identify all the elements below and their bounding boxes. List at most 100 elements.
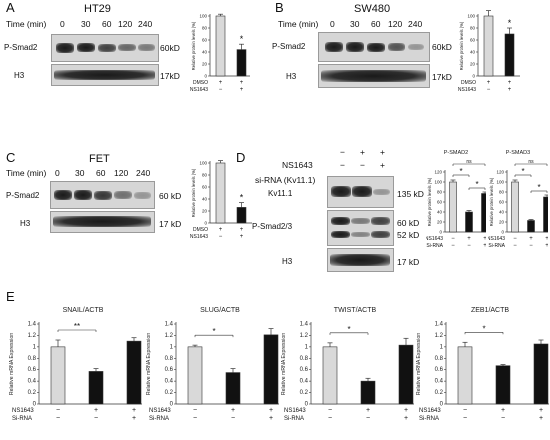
chart-a-bar: Relative protein levels (%) 0 20 40 60 80 100 *…: [190, 14, 250, 93]
y-axis-label: Relative protein levels (%): [427, 177, 432, 226]
y-axis-label: Relative mRNA Expression: [9, 333, 15, 395]
condition-mark: +: [508, 87, 512, 93]
panel-c-row-h3: H3: [20, 219, 31, 228]
chart-title: P-SMAD3: [506, 150, 530, 156]
condition-mark: +: [269, 407, 273, 414]
y-tick-label: 60: [470, 38, 476, 43]
panel-b-time-120: 120: [388, 19, 403, 29]
y-tick-label: 40: [202, 50, 208, 55]
panel-b-time-240: 240: [408, 19, 423, 29]
condition-mark: +: [240, 80, 244, 86]
y-tick-label: 0.6: [28, 367, 37, 373]
bar: [126, 340, 142, 405]
chart-title: TWIST/ACTB: [334, 307, 377, 314]
condition-label: DMSO: [461, 80, 476, 86]
bar: [527, 220, 535, 233]
bar: [215, 162, 226, 224]
condition-mark: −: [463, 407, 467, 414]
panel-b-time-60: 60: [371, 19, 381, 29]
bar: [483, 15, 494, 77]
y-tick-label: 0.6: [300, 367, 309, 373]
y-tick-label: 0: [170, 402, 174, 408]
y-tick-label: 120: [496, 170, 504, 175]
condition-mark: −: [529, 243, 533, 249]
panel-a-kd-60: 60kD: [160, 43, 180, 53]
significance-star: *: [240, 193, 244, 203]
y-tick-label: 0.6: [435, 367, 444, 373]
panel-d-row-psmad23: P-Smad2/3: [252, 222, 293, 231]
y-tick-label: 1: [170, 344, 174, 350]
y-tick-label: 0: [204, 221, 207, 226]
blot-b-h3: [318, 64, 430, 88]
chart-e-zeb1: ZEB1/ACTB Relative mRNA Expression 0 0.2 0.4…: [416, 307, 549, 422]
panel-a-kd-17: 17kD: [160, 71, 180, 81]
chart-b-bar: Relative protein levels (%) 0 20 40 60 80 100 *…: [458, 10, 520, 93]
significance-label: ns: [466, 159, 472, 165]
bar: [88, 371, 104, 405]
chart-e-slug: SLUG/ACTB Relative mRNA Expression 0 0.2 0.4…: [146, 307, 279, 422]
y-tick-label: 100: [467, 14, 475, 19]
panel-a-time-240: 240: [138, 19, 153, 29]
panel-d-kd-52: 52 kD: [397, 230, 420, 240]
condition-label: Si-RNA: [284, 416, 304, 422]
panel-d-mark-si-2: −: [360, 160, 365, 170]
blot-a-h3: [51, 64, 159, 86]
panel-c-time-60: 60: [96, 168, 106, 178]
condition-label: NS1643: [149, 408, 171, 414]
y-tick-label: 40: [470, 50, 476, 55]
condition-label: NS1643: [190, 234, 208, 240]
condition-mark: +: [508, 80, 512, 86]
panel-b-kd-60: 60kD: [432, 42, 452, 52]
y-tick-label: 0.4: [300, 379, 309, 385]
panel-a-time-120: 120: [118, 19, 133, 29]
condition-mark: +: [132, 415, 136, 422]
y-axis-label: Relative protein levels (%): [489, 177, 494, 226]
y-tick-label: 0.4: [165, 379, 174, 385]
y-tick-label: 1.2: [165, 333, 174, 339]
bar: [50, 346, 66, 405]
bar: [504, 33, 515, 77]
condition-label: NS1643: [426, 236, 443, 242]
panel-d-mark-ns-3: +: [380, 147, 385, 157]
panel-b-title: SW480: [354, 3, 391, 15]
blot-c-psmad2: [50, 181, 155, 209]
condition-label: Si-RNA: [488, 243, 505, 249]
y-tick-label: 0: [33, 402, 37, 408]
y-tick-label: 0.8: [300, 356, 309, 362]
condition-mark: +: [240, 87, 244, 93]
significance-label: *: [475, 180, 478, 189]
y-axis-label: Relative protein levels (%): [459, 21, 464, 70]
condition-mark: +: [366, 407, 370, 414]
condition-mark: +: [483, 243, 486, 249]
bar: [533, 343, 549, 405]
y-tick-label: 80: [202, 26, 208, 31]
y-tick-label: 20: [470, 62, 476, 67]
condition-mark: +: [240, 227, 244, 233]
condition-label: DMSO: [193, 227, 208, 233]
condition-mark: +: [529, 236, 533, 242]
panel-b-time-30: 30: [350, 19, 360, 29]
panel-c-kd-17: 17 kD: [159, 219, 182, 229]
significance-label: *: [212, 327, 215, 336]
y-tick-label: 120: [434, 170, 442, 175]
y-tick-label: 100: [434, 180, 442, 185]
chart-title: P-SMAD2: [444, 150, 468, 156]
y-tick-label: 80: [202, 173, 208, 178]
condition-mark: +: [483, 236, 486, 242]
y-tick-label: 1.2: [28, 333, 37, 339]
significance-star: *: [240, 34, 244, 44]
y-tick-label: 100: [199, 161, 207, 166]
blot-b-psmad2: [318, 32, 430, 62]
y-tick-label: 1: [440, 344, 444, 350]
y-tick-label: 0: [440, 402, 444, 408]
panel-letter-b: B: [275, 0, 284, 15]
condition-label: DMSO: [193, 80, 208, 86]
bar: [465, 211, 473, 233]
y-tick-label: 0.8: [28, 356, 37, 362]
condition-mark: +: [467, 236, 471, 242]
y-tick-label: 0: [204, 74, 207, 79]
panel-c-row-psmad2: P-Smad2: [6, 191, 40, 200]
significance-label: *: [537, 183, 540, 192]
bar: [360, 380, 376, 405]
y-tick-label: 0: [472, 74, 475, 79]
